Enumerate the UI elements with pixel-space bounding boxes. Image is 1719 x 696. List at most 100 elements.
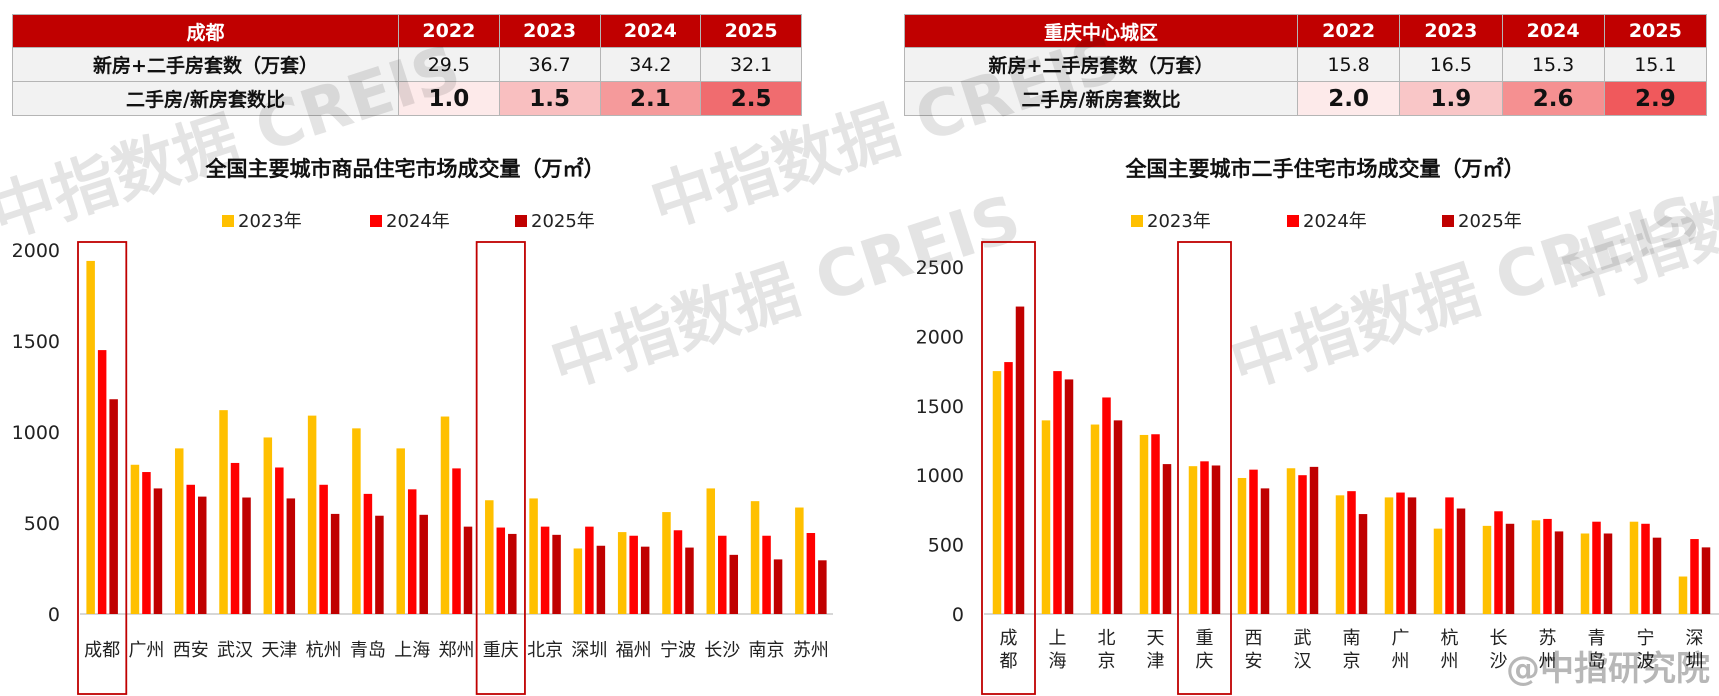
bar-天津-2025年 (1162, 464, 1172, 614)
table-header-row: 成都 2022 2023 2024 2025 (12, 14, 802, 48)
bar-西安-2024年 (1249, 469, 1258, 614)
highlight-box (475, 241, 526, 695)
table-cell: 29.5 (398, 47, 500, 82)
x-tick-label: 北京 (527, 640, 563, 661)
highlight-box (981, 241, 1036, 695)
bar-苏州-2025年 (1554, 531, 1564, 614)
bar-宁波-2025年 (1652, 537, 1662, 614)
x-tick-label: 南京 (749, 640, 785, 661)
x-tick-label: 上海 (394, 640, 430, 661)
bar-南京-2023年 (750, 501, 760, 614)
chart-1: 全国主要城市商品住宅市场成交量（万㎡） 2023年 2024年 2025年 0 500 10… (12, 157, 833, 695)
y-tick-label: 1500 (916, 396, 964, 418)
bar-上海-2023年 (1041, 420, 1051, 614)
legend-label: 2024年 (386, 211, 450, 232)
bar-重庆-2023年 (485, 500, 494, 614)
bar-广州-2023年 (130, 464, 140, 614)
bar-长沙-2025年 (1505, 523, 1515, 614)
x-tick-label: 南京 (1343, 628, 1361, 672)
x-tick-label: 青岛 (350, 640, 386, 661)
table-cell: 32.1 (700, 47, 802, 82)
bar-杭州-2025年 (330, 513, 340, 614)
bar-武汉-2024年 (1298, 475, 1307, 614)
y-tick-label: 2000 (12, 240, 60, 262)
bar-重庆-2024年 (496, 527, 506, 614)
credit-watermark: @中指研究院 (1506, 649, 1710, 689)
bar-长沙-2024年 (1494, 511, 1503, 614)
chart-title: 全国主要城市二手住宅市场成交量（万㎡） (1125, 157, 1525, 181)
x-tick-label: 苏州 (1539, 628, 1557, 672)
bar-南京-2024年 (1347, 491, 1356, 614)
bar-深圳-2024年 (1690, 539, 1699, 614)
x-tick-label: 杭州 (1441, 628, 1459, 672)
x-tick-label: 天津 (261, 640, 297, 661)
row-label: 二手房/新房套数比 (12, 81, 399, 116)
bar-北京-2025年 (552, 534, 561, 614)
y-tick-label: 1000 (12, 422, 60, 444)
bar-重庆-2025年 (508, 533, 517, 614)
y-tick-label: 0 (952, 604, 964, 626)
x-tick-label: 宁波 (660, 640, 696, 661)
bar-西安-2024年 (186, 484, 195, 614)
bar-成都-2023年 (992, 371, 1002, 614)
bar-杭州-2025年 (1456, 508, 1466, 614)
bar-广州-2024年 (142, 472, 151, 614)
table-header-city: 重庆中心城区 (904, 14, 1298, 48)
table-cell: 15.8 (1296, 47, 1401, 82)
highlight-box (77, 241, 128, 695)
x-tick-label: 青岛 (1588, 628, 1606, 672)
watermark-text: 中指数据 CREIS (642, 22, 1129, 243)
ratio-cell: 2.6 (1501, 81, 1605, 116)
x-tick-label: 杭州 (306, 640, 342, 661)
bar-杭州-2024年 (1445, 497, 1454, 614)
bar-武汉-2023年 (1286, 468, 1296, 614)
legend-label: 2025年 (1458, 211, 1522, 232)
ratio-cell: 2.0 (1296, 81, 1401, 116)
bar-天津-2025年 (286, 498, 296, 614)
bar-成都-2024年 (1004, 362, 1013, 614)
bar-武汉-2023年 (219, 410, 228, 614)
y-tick-label: 1000 (916, 465, 964, 487)
bar-北京-2024年 (540, 526, 550, 614)
bar-北京-2023年 (1090, 424, 1100, 614)
bar-天津-2024年 (275, 467, 284, 614)
bar-杭州-2023年 (307, 415, 317, 614)
bar-青岛-2023年 (352, 428, 361, 614)
bar-郑州-2024年 (452, 468, 461, 614)
x-tick-label: 重庆 (483, 640, 519, 661)
bar-苏州-2024年 (1543, 518, 1552, 614)
bar-广州-2023年 (1384, 497, 1394, 614)
y-tick-label: 500 (24, 513, 60, 535)
bar-宁波-2024年 (1641, 523, 1650, 614)
bar-福州-2023年 (617, 532, 627, 614)
bar-上海-2024年 (1053, 371, 1062, 614)
table-header-year: 2022 (1296, 14, 1401, 48)
bar-重庆-2025年 (1211, 465, 1221, 614)
bar-武汉-2025年 (242, 497, 251, 614)
highlight-box (1177, 241, 1232, 695)
bar-长沙-2025年 (729, 554, 739, 614)
bar-上海-2025年 (419, 514, 428, 614)
table-row-ratio: 二手房/新房套数比 2.0 1.9 2.6 2.9 (904, 81, 1708, 116)
bar-广州-2025年 (1407, 497, 1417, 614)
y-tick-label: 2000 (916, 326, 964, 348)
x-tick-label: 福州 (616, 640, 652, 661)
legend-swatch (1287, 215, 1299, 227)
table-header-year: 2025 (1603, 14, 1708, 48)
chart-title: 全国主要城市商品住宅市场成交量（万㎡） (205, 157, 605, 181)
table-header-year: 2023 (1399, 14, 1503, 48)
bar-天津-2024年 (1151, 434, 1160, 614)
bar-长沙-2023年 (1482, 525, 1492, 614)
x-tick-label: 重庆 (1196, 628, 1214, 672)
x-tick-label: 成都 (1000, 628, 1018, 672)
y-tick-label: 0 (48, 604, 60, 626)
bar-上海-2024年 (407, 489, 417, 614)
bar-苏州-2024年 (806, 533, 816, 614)
x-tick-label: 广州 (1392, 628, 1410, 672)
chengdu-stats-table: 成都 2022 2023 2024 2025 新房+二手房套数（万套） 29.5… (12, 14, 802, 116)
legend-swatch (515, 215, 527, 227)
x-tick-label: 苏州 (793, 640, 829, 661)
bar-武汉-2025年 (1309, 466, 1319, 614)
table-header-year: 2025 (700, 14, 802, 48)
